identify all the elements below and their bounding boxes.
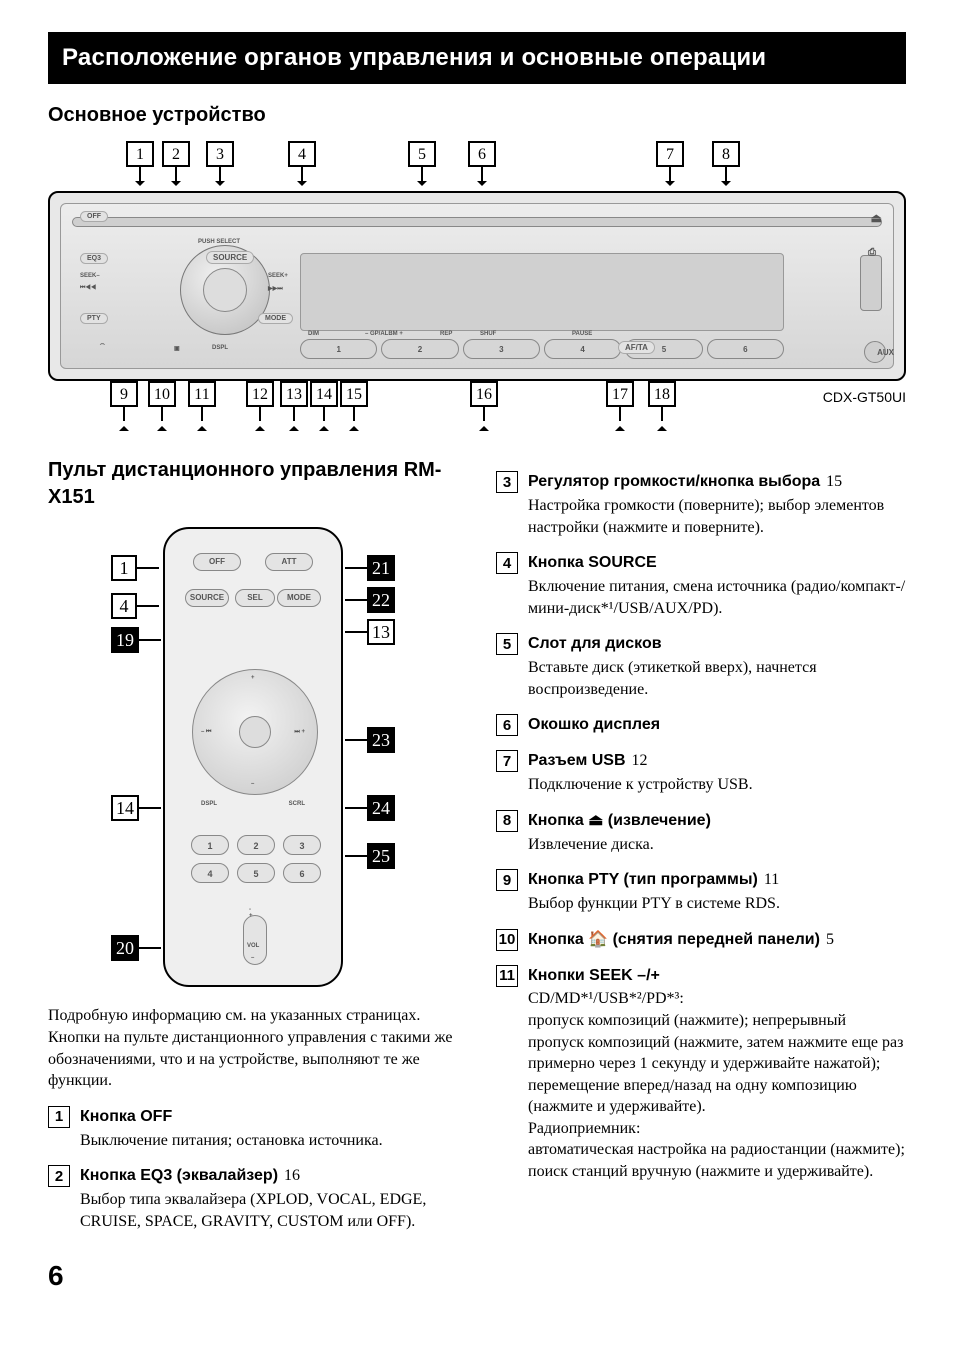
display-window — [300, 253, 784, 331]
callout-18: 18 — [648, 381, 676, 431]
remote-diagram: OFF ATT SOURCE SEL MODE + – – ⏮ ⏭ + DSPL… — [123, 527, 383, 987]
callout-9: 9 — [110, 381, 138, 431]
seek-minus-label: SEEK– — [80, 273, 100, 279]
unit-faceplate: 123 456 OFF EQ3 SEEK– SEEK+ PTY MODE SOU… — [48, 191, 906, 381]
entry-8: 8Кнопка ⏏ (извлечение)Извлечение диска. — [496, 810, 906, 855]
dspl-label: DSPL — [212, 345, 228, 351]
callout-15: 15 — [340, 381, 368, 431]
callout-3: 3 — [206, 141, 234, 191]
dim-label: DIM — [308, 331, 319, 337]
callout-8: 8 — [712, 141, 740, 191]
eq3-label: EQ3 — [80, 253, 108, 264]
rep-label: REP — [440, 331, 452, 337]
mode-label: MODE — [258, 313, 293, 324]
remote-sel: SEL — [235, 589, 275, 607]
callout-17: 17 — [606, 381, 634, 431]
entry-2: 2Кнопка EQ3 (эквалайзер)16Выбор типа экв… — [48, 1165, 458, 1232]
callout-10: 10 — [148, 381, 176, 431]
callout-2: 2 — [162, 141, 190, 191]
entry-1: 1Кнопка OFFВыключение питания; остановка… — [48, 1106, 458, 1151]
remote-callout-21: 21 — [345, 555, 395, 581]
remote-vol — [243, 915, 267, 965]
callout-4: 4 — [288, 141, 316, 191]
callout-1: 1 — [126, 141, 154, 191]
number-buttons: 123 456 — [300, 339, 784, 359]
seek-plus-label: SEEK+ — [268, 273, 288, 279]
entry-9: 9Кнопка PTY (тип программы)11Выбор функц… — [496, 869, 906, 914]
remote-callout-1: 1 — [111, 555, 159, 581]
afta-label: AF/TA — [618, 341, 655, 354]
remote-callout-20: 20 — [111, 935, 161, 961]
remote-callout-14: 14 — [111, 795, 161, 821]
callout-16: 16 — [470, 381, 498, 431]
pause-label: PAUSE — [572, 331, 592, 337]
remote-off: OFF — [193, 553, 241, 571]
entry-4: 4Кнопка SOURCEВключение питания, смена и… — [496, 552, 906, 619]
intro-paragraph: Подробную информацию см. на указанных ст… — [48, 1005, 458, 1091]
remote-callout-23: 23 — [345, 727, 395, 753]
main-unit-diagram: 12345678 123 456 OFF EQ3 SEEK– SEEK+ PTY… — [48, 141, 906, 431]
main-unit-heading: Основное устройство — [48, 102, 906, 129]
usb-jack — [860, 255, 882, 311]
callout-13: 13 — [280, 381, 308, 431]
source-label: SOURCE — [206, 251, 254, 264]
callout-14: 14 — [310, 381, 338, 431]
remote-callout-13: 13 — [345, 619, 395, 645]
remote-callout-24: 24 — [345, 795, 395, 821]
remote-heading: Пульт дистанционного управления RM-X151 — [48, 457, 458, 511]
entry-7: 7Разъем USB12Подключение к устройству US… — [496, 750, 906, 795]
callout-11: 11 — [188, 381, 216, 431]
remote-mode: MODE — [277, 589, 321, 607]
remote-callout-4: 4 — [111, 593, 159, 619]
callout-5: 5 — [408, 141, 436, 191]
pty-label: PTY — [80, 313, 108, 324]
callout-12: 12 — [246, 381, 274, 431]
entry-3: 3Регулятор громкости/кнопка выбора15Наст… — [496, 471, 906, 538]
gpalbm-label: – GP/ALBM + — [365, 331, 403, 337]
disc-slot — [72, 217, 882, 227]
page-header: Расположение органов управления и основн… — [48, 32, 906, 84]
remote-att: ATT — [265, 553, 313, 571]
entry-10: 10Кнопка 🏠 (снятия передней панели)5 — [496, 929, 906, 951]
remote-source: SOURCE — [185, 589, 229, 607]
callout-7: 7 — [656, 141, 684, 191]
entry-5: 5Слот для дисковВставьте диск (этикеткой… — [496, 633, 906, 700]
off-label: OFF — [80, 211, 108, 222]
aux-label: AUX — [877, 348, 894, 357]
entry-6: 6Окошко дисплея — [496, 714, 906, 736]
page-number: 6 — [48, 1260, 458, 1292]
push-select-label: PUSH SELECT — [198, 239, 240, 245]
entry-11: 11Кнопки SEEK –/+CD/MD*¹/USB*²/PD*³:проп… — [496, 965, 906, 1183]
remote-callout-25: 25 — [345, 843, 395, 869]
callout-6: 6 — [468, 141, 496, 191]
remote-callout-22: 22 — [345, 587, 395, 613]
shuf-label: SHUF — [480, 331, 496, 337]
remote-callout-19: 19 — [111, 627, 161, 653]
